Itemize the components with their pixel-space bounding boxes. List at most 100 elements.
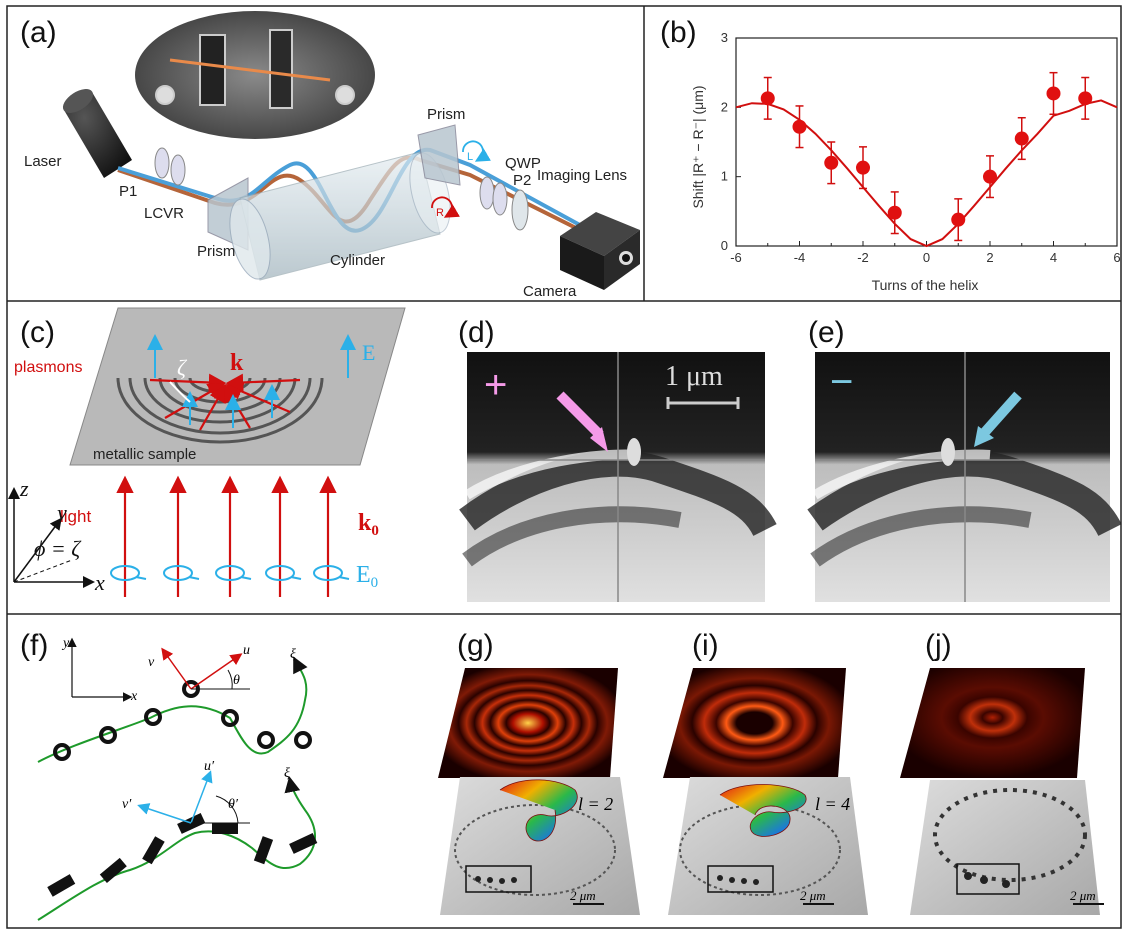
panel-label-j: (j) bbox=[925, 629, 952, 662]
chart-point bbox=[1014, 131, 1029, 146]
chart-point bbox=[792, 119, 807, 134]
f-label-theta: θ bbox=[233, 673, 240, 688]
panel-b: (b) -6 -4 -2 0 2 4 6 0 1 2 3 Turns of the helix Sh… bbox=[660, 16, 1121, 293]
panel-j: (j) 2 μm bbox=[900, 629, 1104, 915]
label-l2: l = 2 bbox=[578, 794, 613, 814]
chart-point bbox=[824, 155, 839, 170]
label-light: light bbox=[60, 507, 91, 526]
label-camera: Camera bbox=[523, 283, 577, 300]
label-cylinder: Cylinder bbox=[330, 252, 385, 269]
rod-particles bbox=[47, 812, 318, 897]
label-k0: k0 bbox=[358, 510, 379, 539]
camera bbox=[560, 212, 640, 290]
i-sem bbox=[668, 777, 868, 915]
chart-xtick-label: -6 bbox=[730, 250, 742, 265]
panel-label-i: (i) bbox=[692, 629, 719, 662]
panel-d: (d) + 1 μm bbox=[458, 316, 777, 602]
f-label-v: v bbox=[148, 655, 155, 670]
svg-text:L: L bbox=[467, 151, 473, 163]
chart-point bbox=[760, 91, 775, 106]
light-arrows bbox=[116, 475, 337, 597]
p2-element bbox=[492, 182, 508, 216]
qwp-element bbox=[479, 176, 495, 210]
label-E: E bbox=[362, 340, 375, 365]
chart-ytick-label: 3 bbox=[721, 30, 728, 45]
label-imaging-lens: Imaging Lens bbox=[537, 167, 627, 184]
svg-text:R: R bbox=[436, 207, 444, 219]
chart-ylabel: Shift |R⁺ − R⁻| (μm) bbox=[690, 85, 706, 208]
figure-frame bbox=[6, 5, 1122, 929]
chart-xtick-label: 2 bbox=[986, 250, 993, 265]
axis-y: y bbox=[55, 500, 67, 525]
f-axis-x: x bbox=[130, 689, 138, 704]
lcvr-element bbox=[170, 154, 186, 186]
f-label-xi: ξ bbox=[290, 647, 296, 662]
coordinate-axes bbox=[7, 487, 95, 588]
panel-label-f: (f) bbox=[20, 629, 48, 662]
axis-z: z bbox=[19, 476, 29, 501]
label-plasmons: plasmons bbox=[14, 359, 82, 376]
chart-xtick-label: 0 bbox=[923, 250, 930, 265]
laser bbox=[62, 89, 132, 178]
chart-xtick-label: 6 bbox=[1113, 250, 1120, 265]
panel-f: (f) y x v u θ ξ bbox=[20, 629, 318, 921]
f-label-theta-prime: θ′ bbox=[228, 797, 239, 812]
chart-ytick-label: 2 bbox=[721, 99, 728, 114]
label-metallic-sample: metallic sample bbox=[93, 446, 196, 463]
imaging-lens-element bbox=[511, 189, 529, 231]
label-E0: E0 bbox=[356, 562, 378, 591]
panel-g: (g) l = 2 2 μm bbox=[438, 629, 640, 915]
phi-dashed bbox=[13, 559, 73, 583]
panel-label-a: (a) bbox=[20, 16, 57, 49]
panel-c: (c) ζ k E bbox=[7, 307, 406, 597]
f-axis-y: y bbox=[61, 636, 70, 651]
p1-element bbox=[154, 147, 170, 179]
panel-label-c: (c) bbox=[20, 316, 55, 349]
sign-plus: + bbox=[484, 363, 507, 407]
label-lcvr: LCVR bbox=[144, 205, 184, 222]
setup-photo bbox=[135, 11, 375, 139]
f-label-v-prime: v′ bbox=[122, 797, 132, 812]
label-laser: Laser bbox=[24, 153, 62, 170]
chart-xtick-label: -4 bbox=[794, 250, 806, 265]
label-qwp: QWP bbox=[505, 155, 541, 172]
j-particle-ring bbox=[933, 788, 1087, 882]
micrograph-d-rings bbox=[459, 449, 777, 567]
panel-e: (e) − bbox=[807, 316, 1122, 602]
e-field-arrows bbox=[147, 334, 356, 428]
panel-label-e: (e) bbox=[808, 316, 845, 349]
g-helix bbox=[499, 779, 578, 842]
shift-chart: -6 -4 -2 0 2 4 6 0 1 2 3 bbox=[721, 30, 1121, 265]
i-helix bbox=[719, 784, 807, 837]
chart-xtick-label: -2 bbox=[857, 250, 869, 265]
g-intensity-map bbox=[438, 668, 618, 778]
prism-right bbox=[417, 124, 461, 186]
j-intensity-map bbox=[900, 668, 1085, 778]
chart-ytick-label: 1 bbox=[721, 169, 728, 184]
e0-circular-arrows bbox=[110, 565, 350, 581]
setup-photo-details bbox=[155, 29, 355, 109]
chart-point bbox=[951, 212, 966, 227]
ring-particles bbox=[53, 680, 312, 761]
f-label-xi2: ξ bbox=[284, 766, 290, 781]
chart-plot-area bbox=[735, 37, 1118, 247]
chart-xtick-label: 4 bbox=[1050, 250, 1057, 265]
label-phi: ϕ = ζ bbox=[34, 536, 82, 561]
label-prism-left: Prism bbox=[197, 243, 235, 260]
plasmon-arrows bbox=[149, 373, 301, 431]
label-p1: P1 bbox=[119, 183, 137, 200]
label-k: k bbox=[230, 350, 244, 376]
label-prism-right: Prism bbox=[427, 106, 465, 123]
micrograph-e-rings bbox=[807, 449, 1122, 567]
chart-ytick-label: 0 bbox=[721, 238, 728, 253]
chart-xlabel: Turns of the helix bbox=[872, 277, 979, 293]
f-label-u: u bbox=[243, 643, 250, 658]
zeta-arc bbox=[169, 381, 191, 403]
chain-bottom-curve bbox=[37, 776, 317, 921]
scale-i: 2 μm bbox=[800, 888, 826, 903]
axis-x: x bbox=[94, 570, 105, 595]
chain-top-curve bbox=[37, 656, 308, 763]
scalebar-label: 1 μm bbox=[665, 361, 723, 392]
circular-arrow-l: L bbox=[462, 140, 491, 163]
f-axes bbox=[67, 637, 133, 702]
